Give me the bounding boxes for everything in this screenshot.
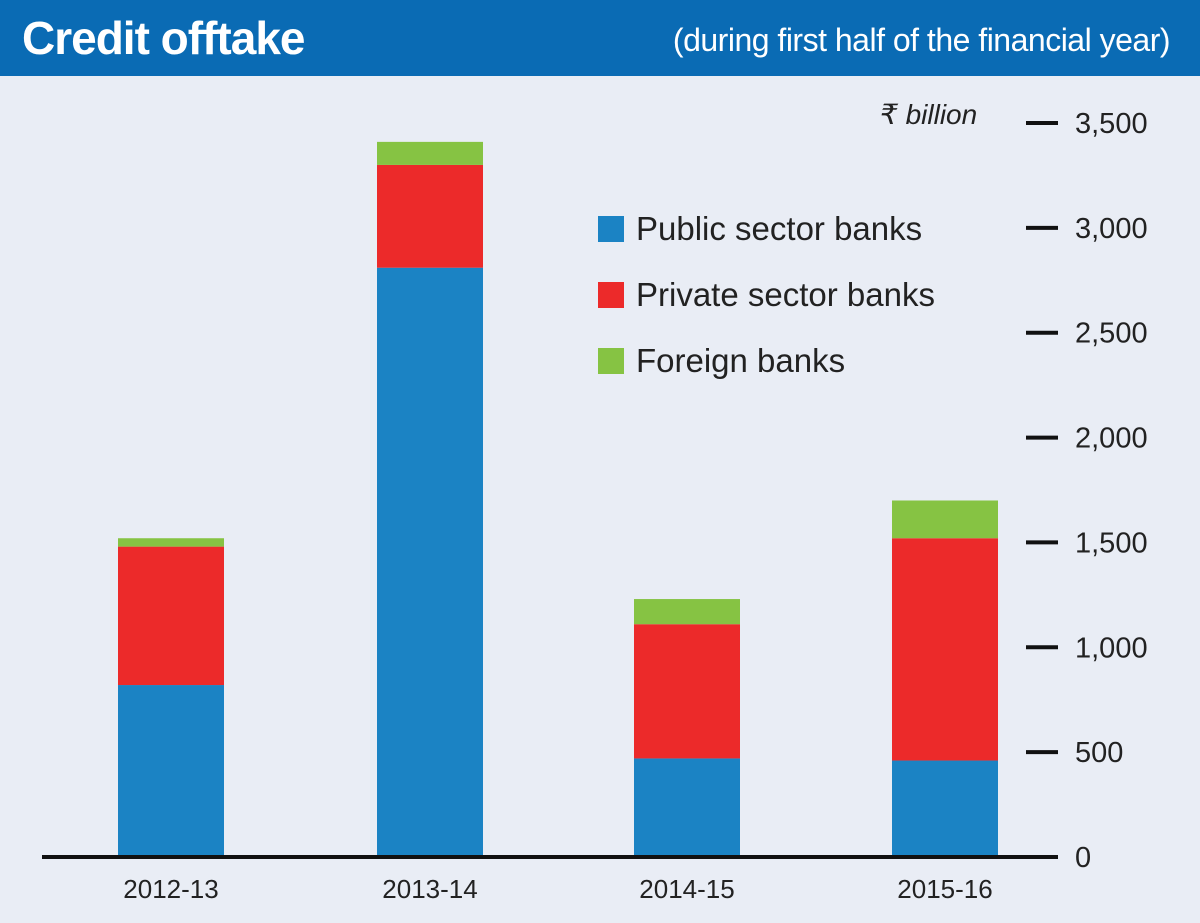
- x-tick-label: 2015-16: [897, 874, 992, 904]
- chart-legend: Public sector banks Private sector banks…: [598, 196, 935, 394]
- y-tick-label: 3,000: [1075, 213, 1148, 245]
- bar-2012-13-private-sector-banks: [118, 546, 224, 686]
- chart-title: Credit offtake: [22, 12, 305, 64]
- legend-label-public: Public sector banks: [636, 210, 923, 247]
- legend-label-foreign: Foreign banks: [636, 342, 846, 379]
- legend-swatch-public: [598, 216, 624, 242]
- chart-subtitle: (during first half of the financial year…: [672, 22, 1171, 58]
- y-tick-label: 1,500: [1075, 527, 1148, 559]
- y-axis-unit: ₹ billion: [880, 99, 978, 130]
- y-tick-label: 500: [1075, 737, 1123, 769]
- x-tick-label: 2014-15: [639, 874, 734, 904]
- bar-2014-15-public-sector-banks: [634, 758, 740, 857]
- bar-2015-16-foreign-banks: [892, 500, 998, 539]
- legend-swatch-foreign: [598, 348, 624, 374]
- bar-2013-14-private-sector-banks: [377, 164, 483, 268]
- bar-2014-15-private-sector-banks: [634, 624, 740, 759]
- legend-item-foreign: Foreign banks: [598, 328, 935, 394]
- legend-item-private: Private sector banks: [598, 262, 935, 328]
- y-tick-label: 2,000: [1075, 423, 1148, 455]
- legend-item-public: Public sector banks: [598, 196, 935, 262]
- bar-2013-14-foreign-banks: [377, 141, 483, 165]
- bar-2015-16-public-sector-banks: [892, 760, 998, 857]
- bar-2015-16-private-sector-banks: [892, 538, 998, 761]
- bar-2013-14-public-sector-banks: [377, 267, 483, 857]
- chart-header: Credit offtake (during first half of the…: [0, 0, 1200, 76]
- legend-label-private: Private sector banks: [636, 276, 935, 313]
- x-tick-label: 2013-14: [382, 874, 477, 904]
- y-tick-label: 2,500: [1075, 318, 1148, 350]
- bar-2012-13-public-sector-banks: [118, 685, 224, 857]
- bar-2014-15-foreign-banks: [634, 599, 740, 625]
- y-tick-label: 3,500: [1075, 108, 1148, 140]
- bar-2012-13-foreign-banks: [118, 538, 224, 547]
- x-tick-label: 2012-13: [123, 874, 218, 904]
- y-tick-label: 0: [1075, 842, 1091, 874]
- legend-swatch-private: [598, 282, 624, 308]
- y-tick-label: 1,000: [1075, 632, 1148, 664]
